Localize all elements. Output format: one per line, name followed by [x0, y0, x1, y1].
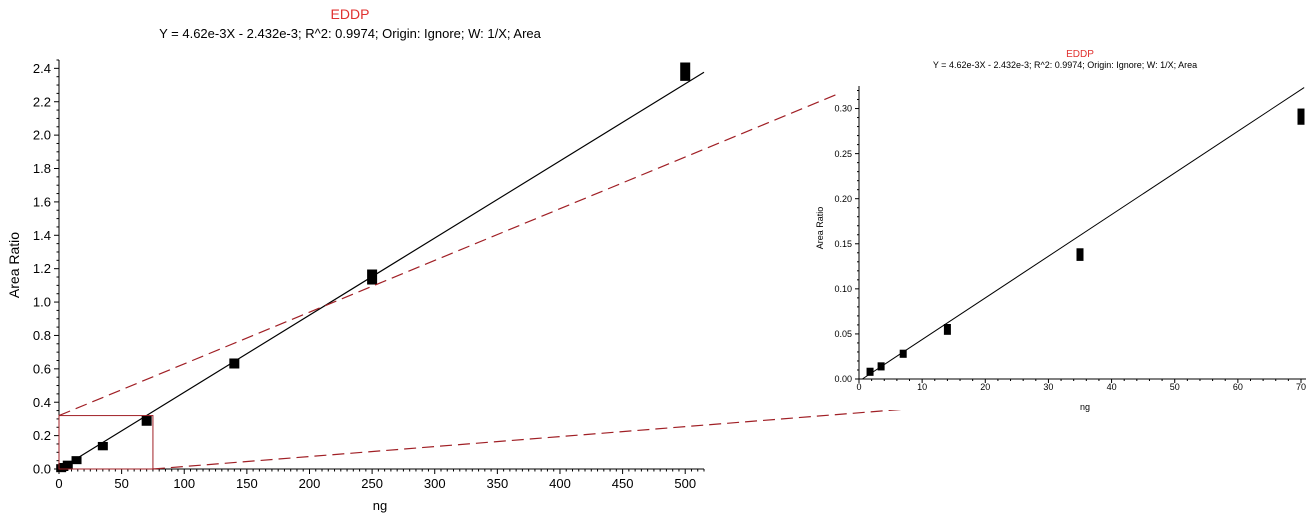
x-tick-label: 400 — [549, 476, 571, 491]
x-tick-label: 100 — [173, 476, 195, 491]
main-y-axis-label: Area Ratio — [6, 232, 22, 298]
main-x-axis-label: ng — [373, 498, 387, 513]
inset-ticks: 0 10 20 30 40 50 60 70 0.00 0.05 0.10 0.15 0.20 0.25 0… — [834, 90, 1306, 392]
x-tick-label: 70 — [1296, 382, 1306, 392]
x-tick-label: 60 — [1233, 382, 1243, 392]
data-point — [680, 62, 691, 81]
y-tick-label: 1.4 — [33, 228, 51, 243]
y-tick-label: 0.30 — [834, 104, 852, 114]
x-tick-label: 450 — [612, 476, 634, 491]
data-point — [367, 269, 378, 285]
inset-chart-subtitle: Y = 4.62e-3X - 2.432e-3; R^2: 0.9974; Or… — [933, 60, 1197, 70]
x-tick-label: 10 — [917, 382, 927, 392]
data-point — [62, 460, 73, 469]
data-point — [943, 324, 951, 335]
x-tick-label: 350 — [486, 476, 508, 491]
y-tick-label: 0.25 — [834, 149, 852, 159]
x-tick-label: 250 — [361, 476, 383, 491]
y-tick-label: 1.2 — [33, 261, 51, 276]
data-point — [229, 358, 240, 369]
regression-line — [59, 71, 705, 470]
data-point — [71, 456, 82, 465]
x-tick-label: 0 — [55, 476, 62, 491]
zoom-region-box — [58, 415, 154, 470]
y-tick-label: 0.6 — [33, 361, 51, 376]
data-point — [97, 441, 108, 451]
main-chart: EDDP Y = 4.62e-3X - 2.432e-3; R^2: 0.997… — [6, 6, 705, 513]
main-chart-title: EDDP — [331, 6, 370, 22]
inset-y-axis-label: Area Ratio — [815, 207, 825, 250]
data-point — [899, 349, 907, 358]
regression-line — [862, 87, 1305, 380]
inset-chart-title: EDDP — [1066, 49, 1094, 60]
x-tick-label: 20 — [980, 382, 990, 392]
data-point — [1076, 248, 1084, 261]
data-point — [141, 415, 152, 426]
y-tick-label: 0.0 — [33, 462, 51, 477]
x-tick-label: 150 — [236, 476, 258, 491]
x-tick-label: 50 — [1170, 382, 1180, 392]
x-tick-label: 40 — [1107, 382, 1117, 392]
x-tick-label: 30 — [1043, 382, 1053, 392]
inset-fit — [862, 87, 1305, 380]
x-tick-label: 300 — [424, 476, 446, 491]
y-tick-label: 0.20 — [834, 194, 852, 204]
x-tick-label: 50 — [114, 476, 128, 491]
y-tick-label: 0.10 — [834, 284, 852, 294]
y-tick-label: 1.0 — [33, 295, 51, 310]
main-fit — [59, 71, 705, 470]
main-data-points — [56, 62, 691, 473]
y-tick-label: 0.05 — [834, 329, 852, 339]
y-tick-label: 1.6 — [33, 194, 51, 209]
x-tick-label: 500 — [674, 476, 696, 491]
y-tick-label: 2.0 — [33, 128, 51, 143]
inset-x-axis-label: ng — [1080, 402, 1090, 412]
y-tick-label: 0.8 — [33, 328, 51, 343]
y-tick-label: 0.4 — [33, 395, 51, 410]
y-tick-label: 0.2 — [33, 428, 51, 443]
x-tick-label: 200 — [299, 476, 321, 491]
data-point — [866, 367, 874, 376]
inset-data-points — [866, 108, 1305, 376]
y-tick-label: 0.00 — [834, 374, 852, 384]
data-point — [1297, 108, 1305, 125]
main-ticks: 0 50 100 150 200 250 300 350 400 450 500 0.0 0.2 0.4 0… — [33, 59, 705, 491]
data-point — [877, 362, 885, 371]
y-tick-label: 0.15 — [834, 239, 852, 249]
main-chart-subtitle: Y = 4.62e-3X - 2.432e-3; R^2: 0.9974; Or… — [159, 26, 542, 41]
y-tick-label: 2.2 — [33, 94, 51, 109]
y-tick-label: 2.4 — [33, 61, 51, 76]
y-tick-label: 1.8 — [33, 161, 51, 176]
zoom-guide-line-top — [58, 83, 863, 417]
x-tick-label: 0 — [856, 382, 861, 392]
inset-chart: EDDP Y = 4.62e-3X - 2.432e-3; R^2: 0.997… — [815, 49, 1306, 412]
